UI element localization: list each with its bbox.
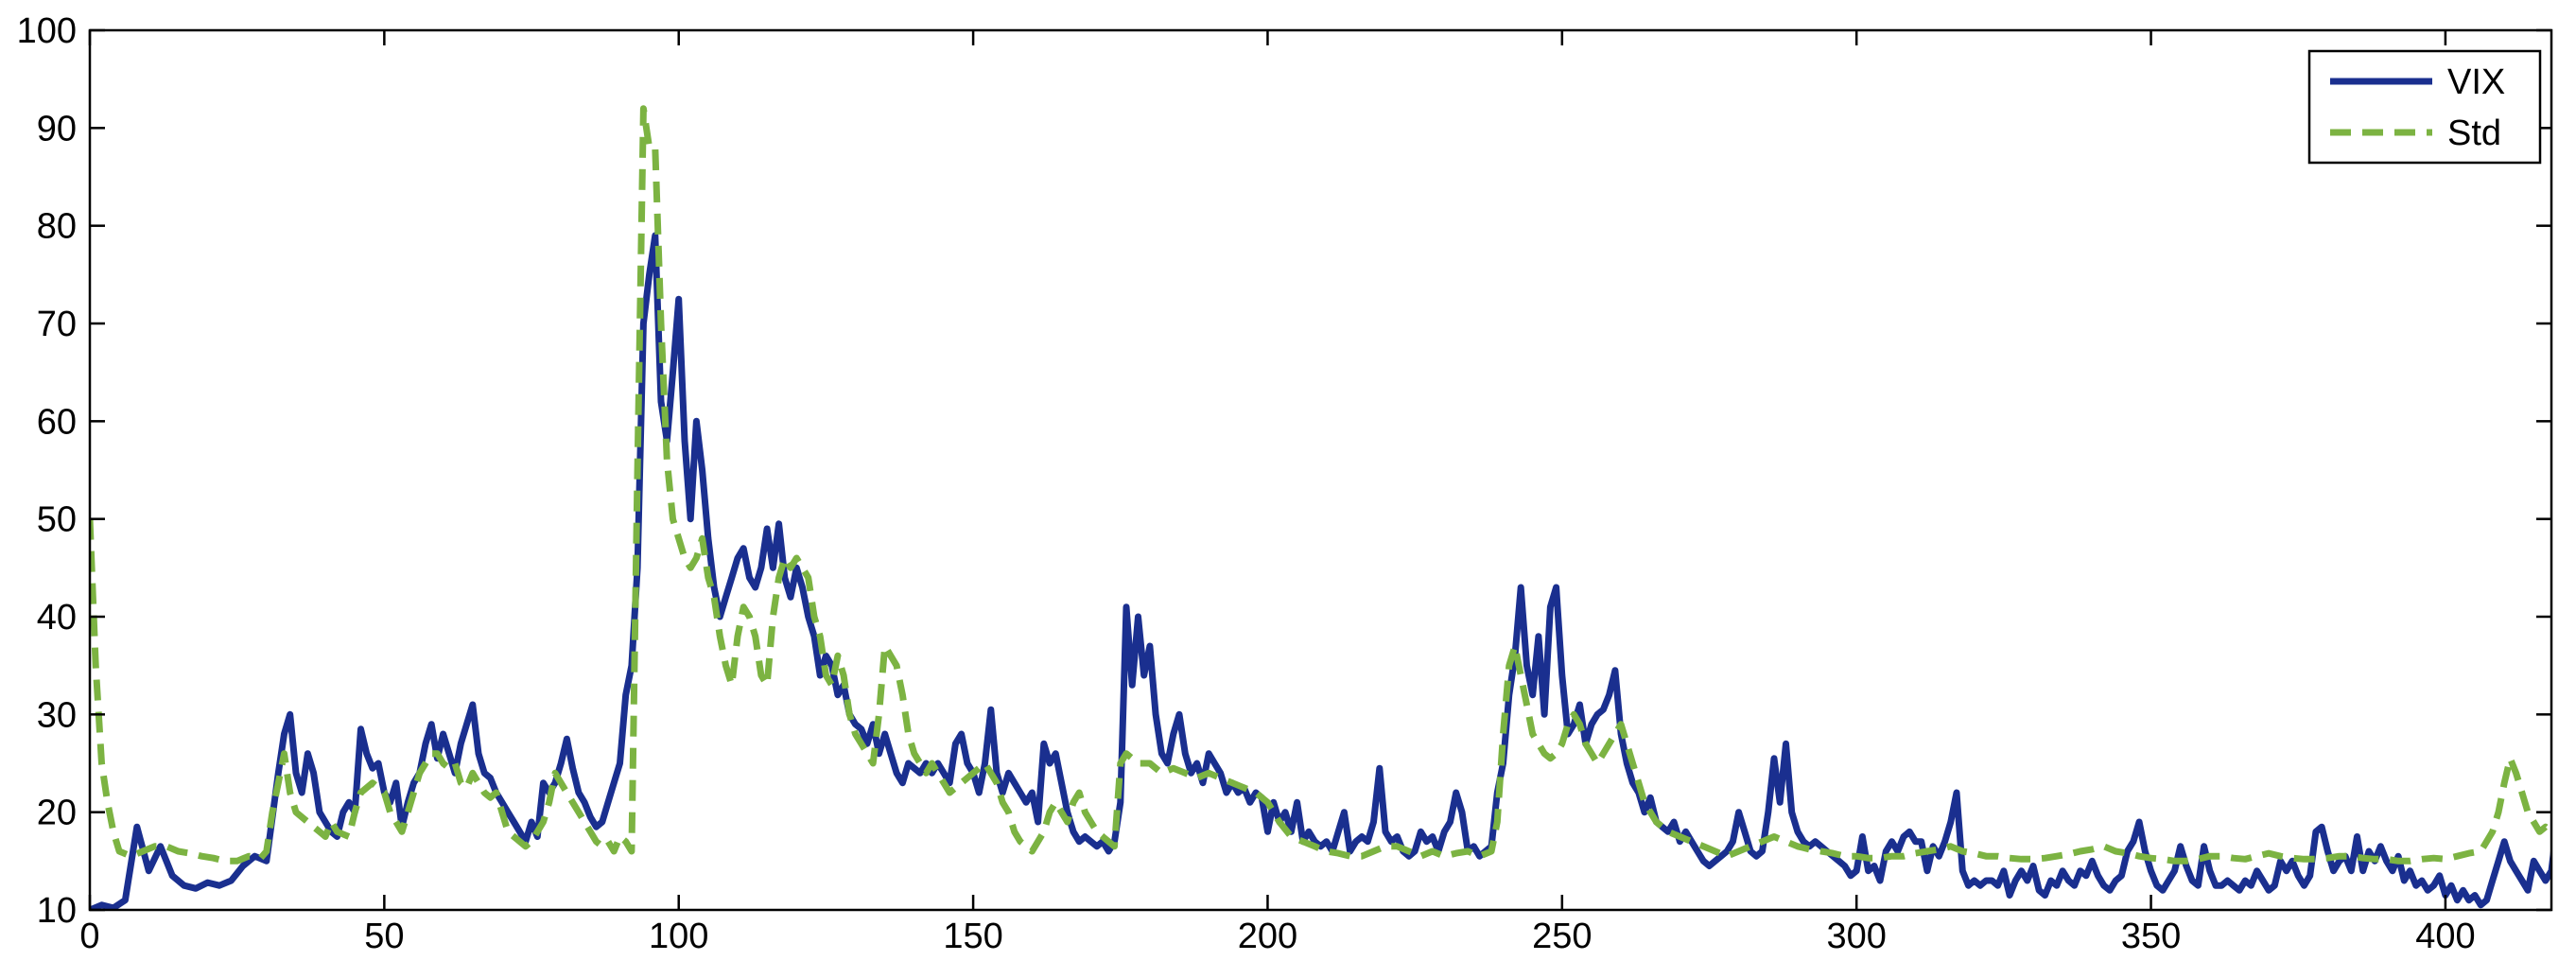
series-line-vix: [90, 232, 2551, 910]
legend-box: [2307, 49, 2542, 165]
axes: 0 50 100 150 200 250 300 350 400 10 20 30 40 50 60 70 80…: [17, 11, 2553, 956]
plot-area: [90, 105, 2551, 910]
y-tick-label: 10: [37, 891, 77, 931]
y-tick-label: 60: [37, 402, 77, 442]
y-tick-label: 90: [37, 109, 77, 149]
y-tick-label: 80: [37, 207, 77, 247]
y-tick-label: 20: [37, 794, 77, 833]
x-tick-label: 200: [1238, 917, 1297, 956]
series-line-std: [90, 105, 2551, 865]
x-tick-label: 300: [1826, 917, 1886, 956]
x-tick-label: 250: [1532, 917, 1592, 956]
x-tick-label: 400: [2415, 917, 2475, 956]
y-tick-label: 50: [37, 500, 77, 540]
legend: VIX Std: [2307, 49, 2542, 165]
x-tick-label: 150: [943, 917, 1002, 956]
axes-frame: [88, 28, 2553, 912]
x-tick-label: 0: [79, 917, 99, 956]
x-tick-label: 50: [364, 917, 404, 956]
legend-label-vix: VIX: [2447, 62, 2505, 102]
y-tick-label: 100: [17, 11, 77, 51]
x-tick-label: 100: [649, 917, 708, 956]
legend-label-std: Std: [2447, 114, 2501, 153]
x-tick-label: 350: [2121, 917, 2181, 956]
y-tick-label: 70: [37, 305, 77, 344]
y-tick-label: 30: [37, 695, 77, 735]
y-tick-label: 40: [37, 598, 77, 638]
